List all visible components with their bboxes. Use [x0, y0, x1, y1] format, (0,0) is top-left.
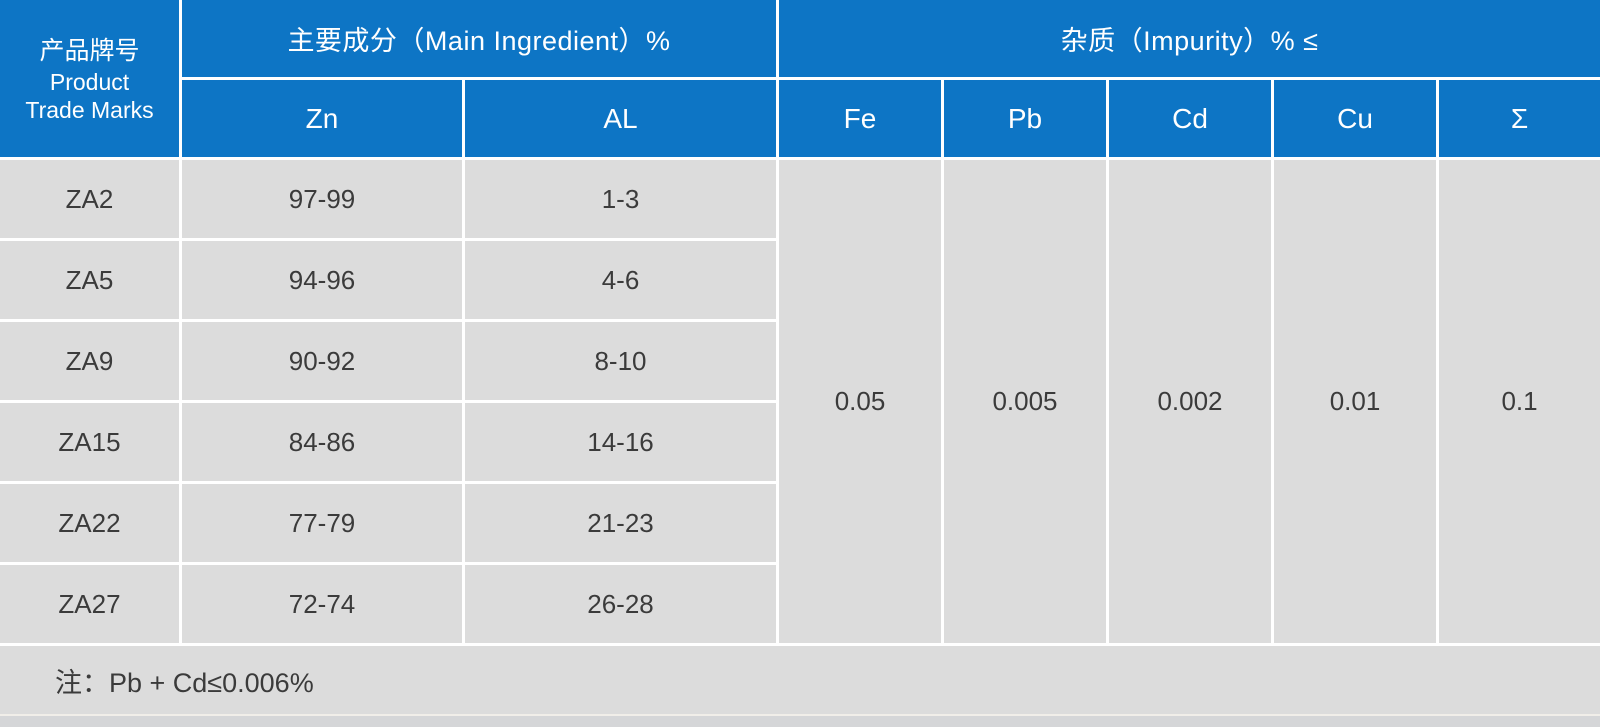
trade-mark-cell: ZA27: [0, 565, 179, 643]
zn-value-cell: 77-79: [182, 484, 462, 562]
trade-mark-cell: ZA5: [0, 241, 179, 319]
impurity-group-header: 杂质（Impurity）% ≤: [779, 0, 1600, 77]
column-header-cu: Cu: [1274, 80, 1436, 157]
cd-limit-cell: 0.002: [1109, 160, 1271, 643]
table-row: ZA9 90-92 8-10: [0, 322, 1600, 400]
corner-header-zh: 产品牌号: [39, 36, 140, 65]
column-header-al: AL: [465, 80, 776, 157]
trade-mark-cell: ZA2: [0, 160, 179, 238]
al-value-cell: 8-10: [465, 322, 776, 400]
al-value-cell: 26-28: [465, 565, 776, 643]
zn-value-cell: 72-74: [182, 565, 462, 643]
main-ingredient-group-header: 主要成分（Main Ingredient）%: [182, 0, 776, 77]
sum-limit-cell: 0.1: [1439, 160, 1600, 643]
table-row: ZA27 72-74 26-28: [0, 565, 1600, 643]
corner-header-en-line2: Trade Marks: [25, 96, 154, 123]
bottom-strip: [0, 714, 1600, 727]
corner-header-en-line1: Product: [49, 68, 130, 95]
column-header-fe: Fe: [779, 80, 941, 157]
al-value-cell: 14-16: [465, 403, 776, 481]
pb-limit-cell: 0.005: [944, 160, 1106, 643]
fe-limit-cell: 0.05: [779, 160, 941, 643]
table-row: ZA2 97-99 1-3 0.05 0.005 0.002 0.01 0.1: [0, 160, 1600, 643]
column-header-cd: Cd: [1109, 80, 1271, 157]
zn-value-cell: 94-96: [182, 241, 462, 319]
trade-mark-cell: ZA9: [0, 322, 179, 400]
al-value-cell: 4-6: [465, 241, 776, 319]
al-value-cell: 1-3: [465, 160, 776, 238]
zn-value-cell: 90-92: [182, 322, 462, 400]
table-row: ZA5 94-96 4-6: [0, 241, 1600, 319]
trade-mark-cell: ZA15: [0, 403, 179, 481]
zn-value-cell: 84-86: [182, 403, 462, 481]
table-row: ZA15 84-86 14-16: [0, 403, 1600, 481]
cu-limit-cell: 0.01: [1274, 160, 1436, 643]
al-value-cell: 21-23: [465, 484, 776, 562]
trade-mark-cell: ZA22: [0, 484, 179, 562]
column-header-sigma: Σ: [1439, 80, 1600, 157]
zn-value-cell: 97-99: [182, 160, 462, 238]
footnote: 注：Pb + Cd≤0.006%: [0, 646, 1600, 714]
column-header-pb: Pb: [944, 80, 1106, 157]
table-row: ZA22 77-79 21-23: [0, 484, 1600, 562]
column-header-zn: Zn: [182, 80, 462, 157]
corner-header-cell: 产品牌号 Product Trade Marks: [0, 0, 179, 157]
